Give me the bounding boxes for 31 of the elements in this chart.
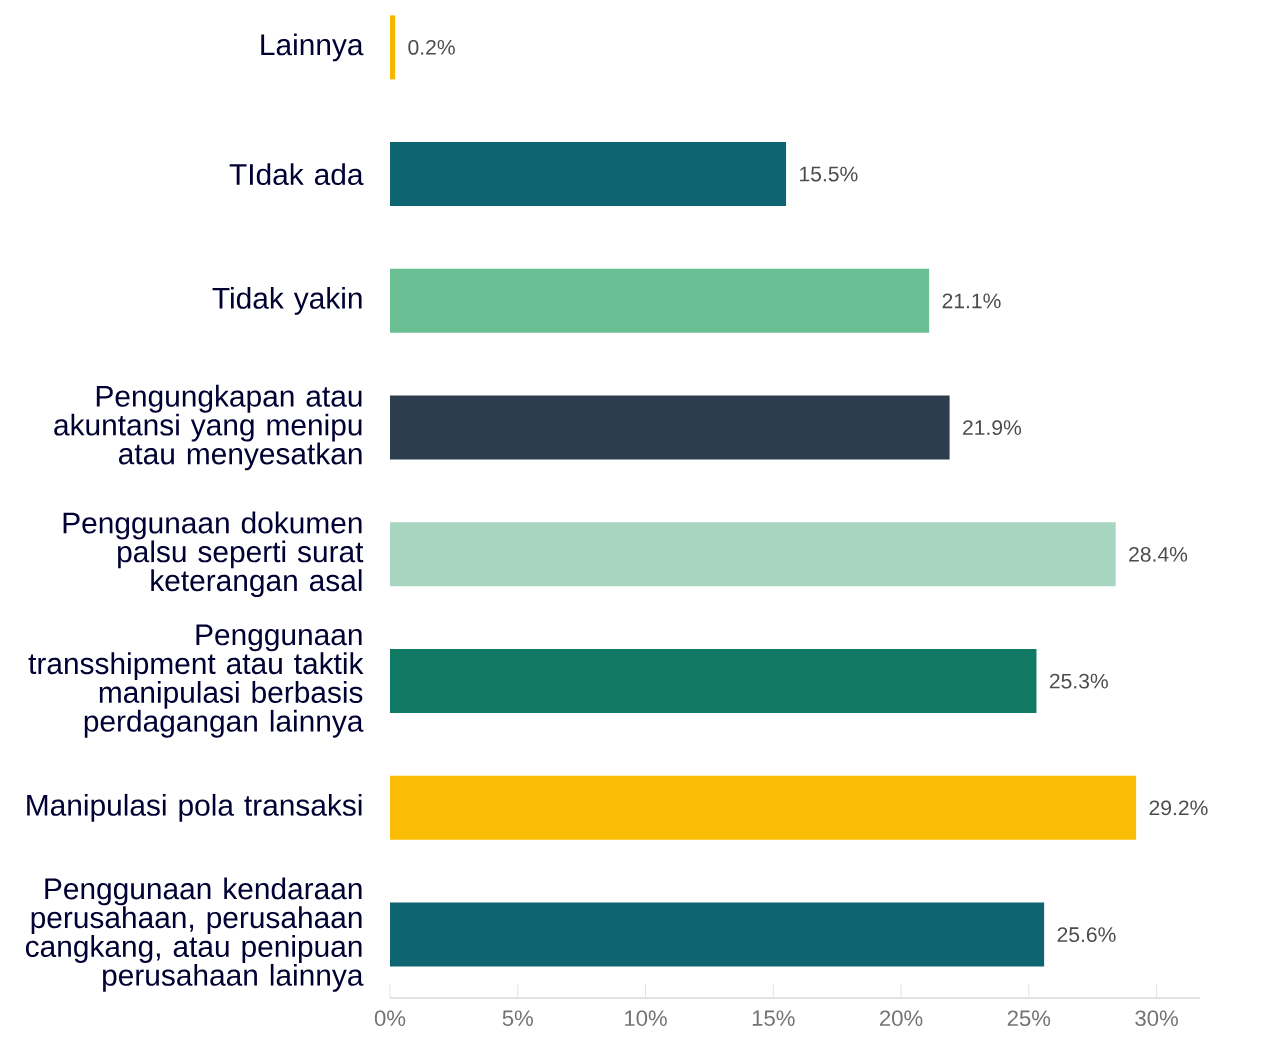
bar [390, 142, 787, 207]
bar [390, 649, 1037, 714]
data-label: 28.4% [1129, 547, 1188, 562]
data-label: 21.9% [963, 420, 1022, 436]
x-tick-label: 0% [374, 1010, 406, 1027]
x-tick-label: 25% [1007, 1010, 1051, 1027]
x-tick-label: 15% [752, 1010, 795, 1027]
x-tick-label: 20% [879, 1010, 923, 1027]
x-tick-label: 30% [1135, 1010, 1178, 1027]
x-tick-label: 5% [502, 1010, 533, 1027]
y-tick-label: Pengungkapan atau akuntansi yang menipu atau menyesatkan [54, 384, 362, 471]
y-tick-label: TIdak ada [229, 163, 364, 186]
y-tick-label: Lainnya [261, 33, 364, 62]
bar [390, 268, 930, 333]
bar [390, 15, 396, 80]
data-label: 0.2% [408, 40, 455, 55]
bar [390, 775, 1137, 840]
data-label: 15.5% [800, 166, 858, 182]
data-label: 21.1% [942, 293, 1001, 309]
data-label: 25.6% [1057, 927, 1116, 943]
bar [390, 395, 950, 460]
bar [390, 522, 1116, 587]
x-tick-label: 10% [625, 1010, 667, 1027]
y-tick-label: Penggunaan transshipment atau taktik manipulasi berbasis perdagangan lainnya [28, 624, 364, 738]
data-label: 25.3% [1049, 673, 1108, 689]
y-tick-label: Manipulasi pola transaksi [27, 794, 362, 822]
y-tick-label: Penggunaan dokumen palsu seperti surat keterangan asal [63, 511, 364, 598]
data-label: 29.2% [1149, 800, 1208, 816]
y-tick-label: Penggunaan kendaraan perusahaan, perusahaan cangkang, atau penipuan perusahaan lainnya [25, 877, 364, 992]
bar [390, 902, 1045, 967]
y-tick-label: Tidak yakin [212, 287, 362, 315]
